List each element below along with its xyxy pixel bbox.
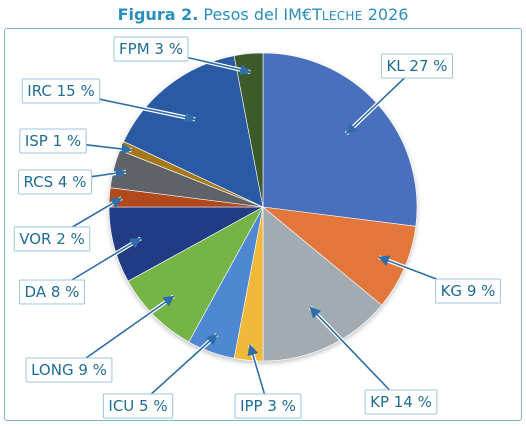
slice-label-box bbox=[19, 128, 87, 154]
callout-arrow bbox=[309, 306, 391, 391]
slice-label-box bbox=[17, 169, 93, 195]
callout-arrow bbox=[345, 77, 405, 135]
chart-title-part: 2026 bbox=[362, 5, 409, 24]
slice-label-box bbox=[13, 226, 91, 252]
callout-arrow bbox=[377, 255, 437, 280]
slice-label-box bbox=[25, 357, 113, 383]
callout-arrow bbox=[91, 167, 127, 179]
callout-arrow bbox=[150, 333, 218, 395]
slice-label-box bbox=[19, 279, 85, 305]
pie-slice bbox=[233, 52, 264, 208]
slice-label: ICU 5 % bbox=[108, 397, 167, 415]
slice-label-box bbox=[113, 36, 189, 62]
slice-label: DA 8 % bbox=[25, 283, 80, 301]
chart-title-part: LECHE bbox=[321, 9, 363, 23]
slice-label: KP 14 % bbox=[370, 393, 432, 411]
chart-title: Figura 2. Pesos del IM€TLECHE 2026 bbox=[0, 5, 526, 24]
slice-label: VOR 2 % bbox=[19, 230, 85, 248]
callout-arrow bbox=[247, 343, 266, 395]
slice-label-box bbox=[21, 78, 101, 104]
pie-slices bbox=[108, 52, 418, 362]
slice-label-box bbox=[380, 53, 454, 79]
slice-label: KL 27 % bbox=[386, 57, 447, 75]
slice-label: FPM 3 % bbox=[119, 40, 183, 58]
pie-slice bbox=[262, 206, 383, 362]
pie-slice bbox=[127, 206, 264, 343]
slice-label: IPP 3 % bbox=[240, 397, 296, 415]
slice-label-box bbox=[234, 393, 302, 419]
pie-slice bbox=[262, 52, 418, 227]
slice-label-box bbox=[102, 393, 174, 419]
pie-callouts: KL 27 % KG 9 % KP 14 % IPP 3 % ICU 5 %LONG 9… bbox=[13, 36, 501, 419]
chart-title-part: Pesos del IM€T bbox=[198, 5, 322, 24]
slice-label-box bbox=[435, 278, 501, 304]
callout-arrow bbox=[99, 98, 197, 123]
callout-arrow bbox=[71, 237, 142, 281]
pie-slice bbox=[123, 55, 264, 208]
callout-arrow bbox=[187, 56, 252, 76]
chart-frame: KL 27 % KG 9 % KP 14 % IPP 3 % ICU 5 % LONG 9… bbox=[4, 28, 522, 421]
callout-arrow bbox=[86, 143, 133, 155]
callout-arrow bbox=[85, 295, 175, 359]
slice-label: IRC 15 % bbox=[27, 82, 94, 100]
slice-label-box bbox=[364, 389, 438, 415]
slice-label: KG 9 % bbox=[441, 282, 496, 300]
slice-label: LONG 9 % bbox=[31, 361, 107, 379]
slice-label: RCS 4 % bbox=[23, 173, 86, 191]
slice-label: ISP 1 % bbox=[25, 132, 81, 150]
chart-title-part: Figura 2. bbox=[117, 5, 199, 24]
pie-chart: KL 27 % KG 9 % KP 14 % IPP 3 % ICU 5 %LONG 9… bbox=[13, 36, 501, 419]
callout-arrow bbox=[72, 197, 123, 228]
